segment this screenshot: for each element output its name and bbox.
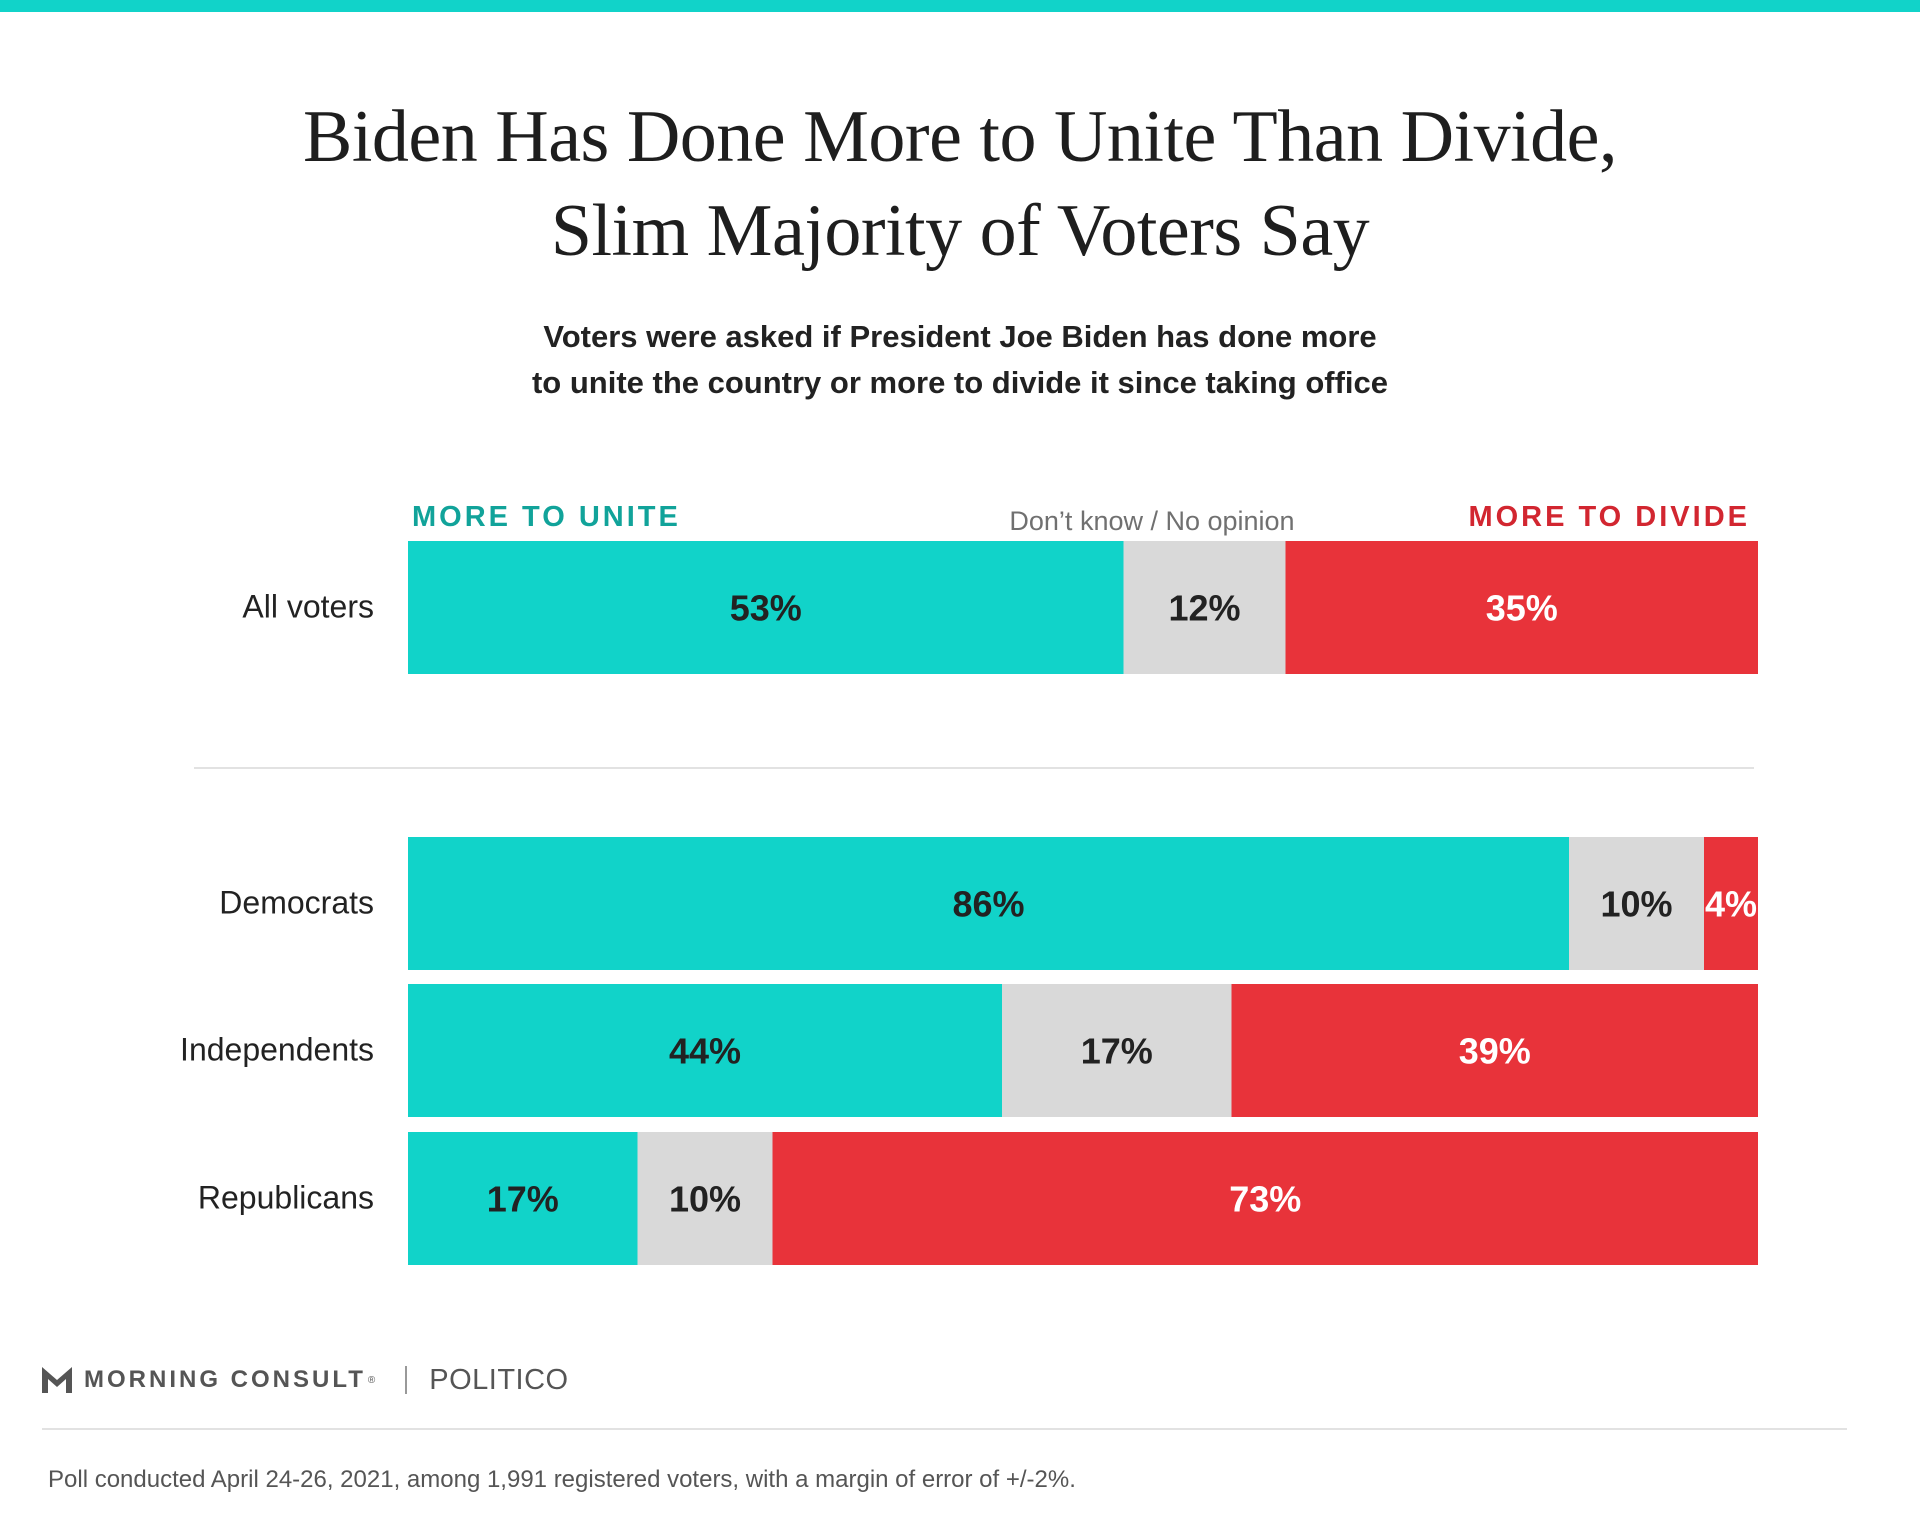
category-label-democrats: Democrats: [219, 885, 374, 921]
data-label-all-voters-divide: 35%: [1486, 588, 1558, 629]
brand-trademark: ®: [367, 1374, 376, 1386]
bar-republicans-divide: [772, 1132, 1758, 1265]
brand-separator: [405, 1366, 408, 1394]
bar-democrats-unite: [408, 837, 1569, 970]
morning-consult-m-icon: [42, 1367, 72, 1393]
data-label-democrats-divide: 4%: [1705, 884, 1757, 925]
bar-independents-unite: [408, 984, 1002, 1117]
stacked-bar-chart: MORE TO UNITE Don’t know / No opinion MORE…: [180, 501, 1758, 1265]
bar-republicans-unite: [408, 1132, 638, 1265]
data-label-independents-divide: 39%: [1459, 1031, 1531, 1072]
legend-no-opinion: Don’t know / No opinion: [1009, 506, 1294, 536]
category-label-independents: Independents: [180, 1032, 374, 1068]
data-label-democrats-unite: 86%: [952, 884, 1024, 925]
data-label-republicans-divide: 73%: [1229, 1179, 1301, 1220]
bar-republicans-no-opinion: [637, 1132, 773, 1265]
bar-independents-divide: [1231, 984, 1758, 1117]
top-accent-bar: [0, 0, 1920, 12]
legend-unite: MORE TO UNITE: [412, 501, 681, 533]
category-label-all-voters: All voters: [242, 589, 374, 625]
data-label-independents-no-opinion: 17%: [1081, 1031, 1153, 1072]
bar-democrats-no-opinion: [1569, 837, 1704, 970]
category-label-republicans: Republicans: [198, 1180, 374, 1216]
data-label-democrats-no-opinion: 10%: [1600, 884, 1672, 925]
bar-democrats-divide: [1704, 837, 1758, 970]
data-label-all-voters-unite: 53%: [730, 588, 802, 629]
chart-title: Biden Has Done More to Unite Than Divide…: [0, 90, 1920, 278]
brand-name: MORNING CONSULT: [84, 1366, 366, 1393]
legend-divide: MORE TO DIVIDE: [1468, 501, 1750, 533]
data-label-all-voters-no-opinion: 12%: [1168, 588, 1240, 629]
chart-subtitle-line-1: Voters were asked if President Joe Biden…: [543, 319, 1377, 354]
data-label-republicans-unite: 17%: [487, 1179, 559, 1220]
brand-footer: MORNING CONSULT ® POLITICO: [42, 1358, 569, 1402]
footer-divider: [42, 1428, 1847, 1430]
bar-independents-no-opinion: [1002, 984, 1232, 1117]
chart-subtitle: Voters were asked if President Joe Biden…: [0, 314, 1920, 406]
bar-all-voters-divide: [1285, 541, 1758, 674]
chart-title-line-2: Slim Majority of Voters Say: [550, 190, 1370, 272]
chart-subtitle-line-2: to unite the country or more to divide i…: [531, 365, 1389, 400]
bar-all-voters-unite: [408, 541, 1124, 674]
bar-all-voters-no-opinion: [1123, 541, 1286, 674]
data-label-republicans-no-opinion: 10%: [669, 1179, 741, 1220]
partner-name: POLITICO: [429, 1363, 569, 1396]
chart-title-line-1: Biden Has Done More to Unite Than Divide…: [303, 96, 1618, 178]
data-label-independents-unite: 44%: [669, 1031, 741, 1072]
footnote: Poll conducted April 24-26, 2021, among …: [48, 1466, 1076, 1493]
